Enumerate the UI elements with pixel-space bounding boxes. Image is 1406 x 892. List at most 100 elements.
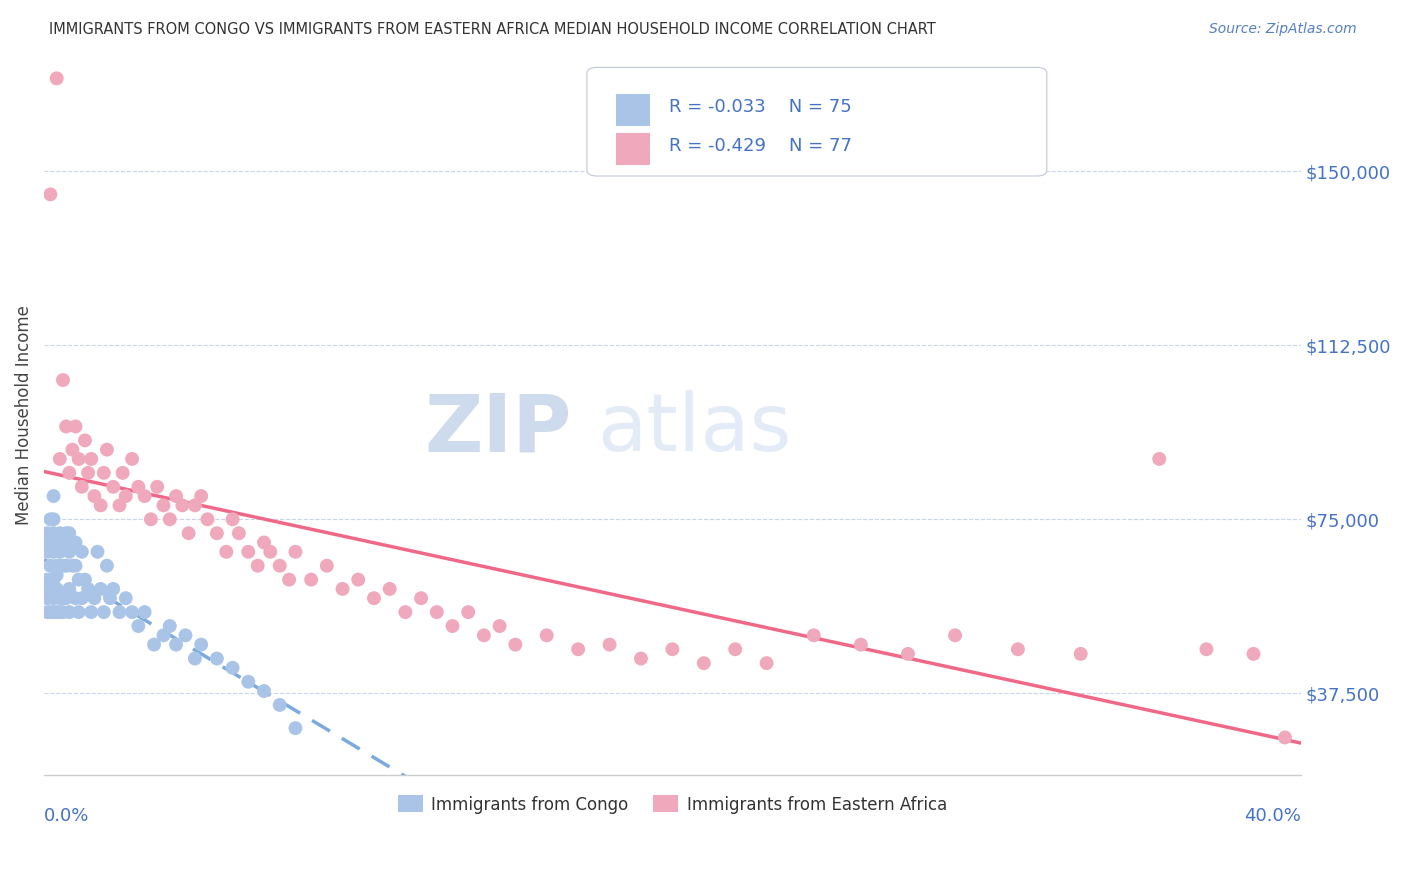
Point (197, 512, 219, 526)
Point (849, 638, 872, 652)
Point (755, 656, 778, 670)
Point (65, 558, 87, 573)
Point (42, 605, 65, 619)
Point (184, 499, 207, 513)
Point (70, 545, 93, 559)
Point (58, 545, 80, 559)
Point (37, 591, 59, 606)
Point (96, 558, 118, 573)
Point (284, 721, 307, 735)
Bar (616, 94, 650, 127)
Point (73, 573, 96, 587)
Point (246, 558, 269, 573)
Point (49, 591, 72, 606)
Point (90, 499, 112, 513)
Bar (616, 133, 650, 165)
Point (111, 466, 134, 480)
Point (269, 698, 291, 712)
Point (536, 628, 558, 642)
Point (52, 558, 75, 573)
Point (165, 489, 187, 503)
Point (259, 545, 281, 559)
Point (49, 558, 72, 573)
Point (159, 512, 181, 526)
Y-axis label: Median Household Income: Median Household Income (15, 305, 32, 524)
Point (221, 661, 243, 675)
Point (80, 605, 103, 619)
Point (457, 605, 479, 619)
Point (127, 619, 149, 633)
Point (394, 605, 416, 619)
Point (58, 526, 80, 541)
Point (45, 582, 67, 596)
Point (724, 642, 747, 657)
Text: 0.0%: 0.0% (44, 807, 90, 825)
Point (488, 619, 510, 633)
Point (60, 558, 83, 573)
Point (114, 489, 136, 503)
Point (42, 526, 65, 541)
Point (83, 489, 105, 503)
Point (42, 591, 65, 606)
Point (1149, 452, 1171, 467)
Point (1274, 731, 1296, 745)
Point (83, 591, 105, 606)
Point (39, 187, 62, 202)
Point (897, 647, 920, 661)
Point (45, 558, 67, 573)
Text: atlas: atlas (598, 390, 792, 468)
Point (121, 452, 143, 467)
Point (127, 480, 149, 494)
Point (347, 573, 370, 587)
Point (52, 535, 75, 549)
Point (315, 558, 337, 573)
Point (190, 489, 212, 503)
Point (65, 591, 87, 606)
Point (42, 573, 65, 587)
Point (152, 499, 174, 513)
Point (299, 573, 322, 587)
Point (253, 684, 276, 698)
Point (70, 480, 93, 494)
Point (159, 619, 181, 633)
Point (70, 591, 93, 606)
Text: Source: ZipAtlas.com: Source: ZipAtlas.com (1209, 22, 1357, 37)
Point (1195, 642, 1218, 657)
Point (65, 419, 87, 434)
Point (215, 545, 238, 559)
Point (55, 591, 77, 606)
Point (228, 526, 250, 541)
Point (205, 651, 228, 665)
Point (221, 512, 243, 526)
Point (426, 605, 449, 619)
Point (42, 489, 65, 503)
Point (73, 434, 96, 448)
Point (58, 582, 80, 596)
Point (52, 591, 75, 606)
Point (45, 605, 67, 619)
Point (39, 582, 62, 596)
Point (134, 605, 156, 619)
Point (184, 651, 207, 665)
Point (190, 638, 212, 652)
Point (943, 628, 966, 642)
Point (505, 638, 527, 652)
Point (45, 568, 67, 582)
Point (86, 545, 108, 559)
Point (134, 489, 156, 503)
Point (146, 480, 169, 494)
Point (441, 619, 464, 633)
Point (60, 535, 83, 549)
Point (45, 71, 67, 86)
Point (60, 442, 83, 457)
Point (139, 512, 162, 526)
Point (472, 628, 495, 642)
Text: IMMIGRANTS FROM CONGO VS IMMIGRANTS FROM EASTERN AFRICA MEDIAN HOUSEHOLD INCOME : IMMIGRANTS FROM CONGO VS IMMIGRANTS FROM… (49, 22, 936, 37)
Point (52, 373, 75, 387)
Point (37, 526, 59, 541)
Point (284, 545, 307, 559)
Point (165, 638, 187, 652)
Point (55, 419, 77, 434)
Point (93, 605, 115, 619)
Point (121, 605, 143, 619)
